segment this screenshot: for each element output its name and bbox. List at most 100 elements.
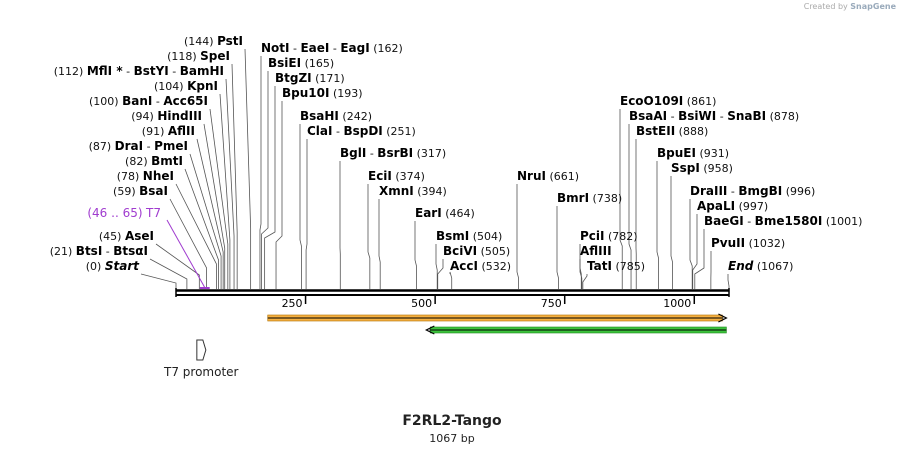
site-label-bpu10i: Bpu10I (193) [282,86,363,100]
site-label-btgzi: BtgZI (171) [275,71,345,85]
site-position: (94) [131,110,154,123]
site-label-bcivi: BciVI (505) [443,244,510,258]
site-name: Start [105,259,140,273]
name-separator: - [727,185,738,198]
leader-bsahi [299,124,302,289]
name-separator: - [332,125,343,138]
site-label-ecoo109i: EcoO109I (861) [620,94,716,108]
site-position: (0) [86,260,102,273]
site-name: T7 [145,206,161,220]
leader-tati [582,274,588,289]
credit-prefix: Created by [803,2,848,11]
snapgene-credit: Created by SnapGene [804,2,896,11]
site-label-bsteii: BstEII (888) [636,124,708,138]
leader-apali [692,214,698,289]
site-position: (251) [386,125,416,138]
site-position: (785) [615,260,645,273]
site-name: NheI [143,169,174,183]
site-label-nhei: (78) NheI [117,169,174,183]
site-label-bmti: (82) BmtI [125,154,183,168]
site-label-baegi: BaeGI - Bme1580I (1001) [704,214,862,228]
site-position: (21) [50,245,73,258]
site-name: AccI [450,259,478,273]
site-label-kpni: (104) KpnI [154,79,218,93]
site-label-clai: ClaI - BspDI (251) [307,124,416,138]
site-label-afliii: AflIII [580,244,612,258]
site-name: SnaBI [727,109,766,123]
leader-aflii [196,138,224,289]
site-position: (861) [687,95,717,108]
tick-label-250: 250 [282,297,303,310]
site-leaders [140,48,730,289]
name-separator: - [169,65,180,78]
site-label-pvuii: PvuII (1032) [711,236,785,250]
site-position: (112) [54,65,84,78]
site-position: (738) [593,192,623,205]
site-label-bsahi: BsaHI (242) [300,109,372,123]
site-label-bpuei: BpuEI (931) [657,146,729,160]
leader-btgzi [264,86,276,289]
site-label-xmni: XmnI (394) [379,184,447,198]
leader-spei [231,63,238,289]
site-name: BaeGI [704,214,744,228]
leader-ecii [367,184,371,289]
leader-eari [414,221,417,289]
site-position: (87) [89,140,112,153]
site-position: (45) [99,230,122,243]
site-name: BtgZI [275,71,312,85]
site-label-bsmi: BsmI (504) [436,229,502,243]
site-label-bani: (100) BanI - Acc65I [89,94,208,108]
tick-label-750: 750 [541,297,562,310]
leader-bpu10i [275,101,283,289]
credit-brand: SnapGene [850,2,896,11]
site-label-mfli: (112) MflI * - BstYI - BamHI [54,64,224,78]
name-separator: - [143,140,154,153]
site-name: Acc65I [163,94,208,108]
site-position: (997) [739,200,769,213]
site-name: BanI [122,94,152,108]
site-name: AflII [168,124,195,138]
site-name: ApaLI [697,199,735,213]
leader-xmni [378,199,381,289]
site-name: MflI * [87,64,123,78]
site-name: PstI [217,34,243,48]
site-position: (317) [417,147,447,160]
site-position: (118) [167,50,197,63]
site-name: BspDI [343,124,382,138]
site-label-hindiii: (94) HindIII [131,109,202,123]
leader-kpni [219,93,231,289]
site-name: SpeI [200,49,230,63]
site-position: (464) [445,207,475,220]
site-label-eari: EarI (464) [415,206,475,220]
leader-draiii [689,199,693,289]
site-position: (171) [315,72,345,85]
site-label-bsaai: BsaAI - BsiWI - SnaBI (878) [629,109,799,123]
leader-ecoo109i [619,109,623,289]
site-label-aflii: (91) AflII [142,124,195,138]
site-position: (104) [154,80,184,93]
leader-acci [449,271,453,289]
tick-label-500: 500 [411,297,432,310]
site-name: KpnI [187,79,218,93]
t7-promoter-label: T7 promoter [164,365,239,379]
site-name: End [728,259,754,273]
site-name: EciI [368,169,392,183]
site-name: BciVI [443,244,477,258]
leader-noti [259,56,262,289]
site-name: AflIII [580,244,612,258]
leader-bani [209,108,229,289]
site-position: (504) [473,230,503,243]
site-label-psti: (144) PstI [184,34,243,48]
name-separator: - [290,42,301,55]
site-position: (162) [373,42,403,55]
site-name: BtsI [76,244,103,258]
feature-label-t7: (46 .. 65) T7 [87,206,161,220]
site-name: EagI [340,41,369,55]
feature-arrows [196,313,728,361]
site-label-bgli: BglI - BsrBI (317) [340,146,446,160]
site-name: PmeI [154,139,188,153]
site-name: BpuEI [657,146,696,160]
site-position: (374) [395,170,425,183]
leader-start [140,273,177,289]
